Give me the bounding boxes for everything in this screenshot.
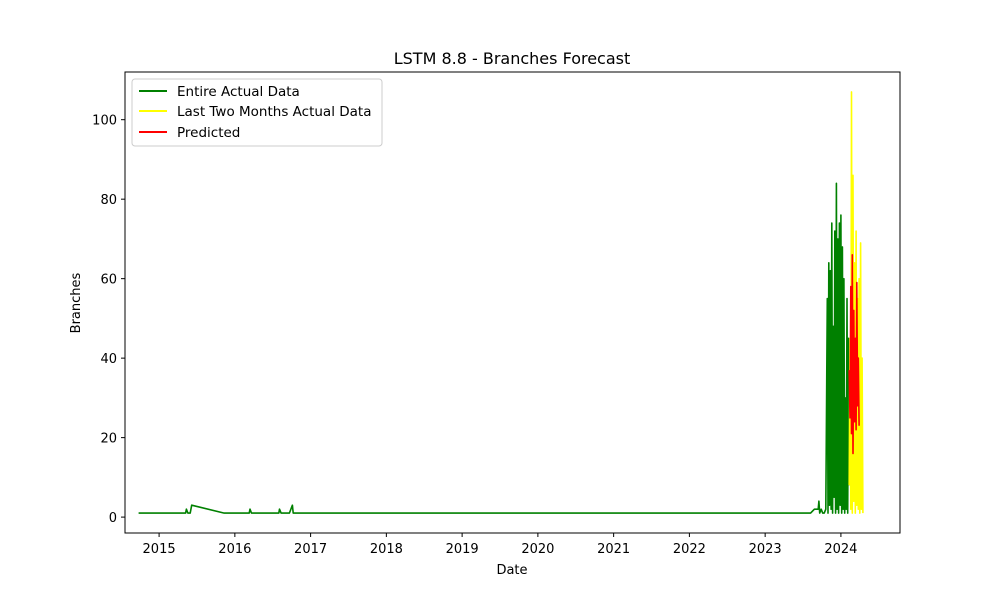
x-tick-label: 2021 xyxy=(597,542,630,557)
x-axis-ticks: 2015 2016 2017 2018 2019 2020 2021 2022 2023 2024 xyxy=(143,533,857,557)
legend-label-entire-actual: Entire Actual Data xyxy=(177,84,300,100)
x-axis-label: Date xyxy=(496,563,527,578)
x-tick-label: 2022 xyxy=(673,542,706,557)
x-tick-label: 2015 xyxy=(143,542,176,557)
legend-label-predicted: Predicted xyxy=(177,125,240,141)
x-tick-label: 2024 xyxy=(824,542,857,557)
series-line-last-two-months-actual-data xyxy=(848,91,864,514)
y-tick-label: 20 xyxy=(100,432,117,447)
y-tick-label: 40 xyxy=(100,352,117,367)
x-tick-label: 2017 xyxy=(294,542,327,557)
x-tick-label: 2018 xyxy=(370,542,403,557)
legend-box xyxy=(131,78,383,147)
x-tick-label: 2016 xyxy=(218,542,251,557)
y-tick-label: 80 xyxy=(100,193,117,208)
x-tick-label: 2019 xyxy=(446,542,479,557)
legend-label-last-two-months: Last Two Months Actual Data xyxy=(177,104,371,120)
series-line-entire-actual-data xyxy=(138,182,851,514)
y-axis-label: Branches xyxy=(69,272,84,333)
x-tick-label: 2023 xyxy=(749,542,782,557)
y-axis-ticks: 0 20 40 60 80 100 xyxy=(92,114,125,526)
series-group xyxy=(138,91,864,514)
y-tick-label: 100 xyxy=(92,114,117,129)
y-tick-label: 0 xyxy=(109,511,117,526)
y-tick-label: 60 xyxy=(100,273,117,288)
series-line-predicted xyxy=(848,254,860,455)
x-tick-label: 2020 xyxy=(521,542,554,557)
chart-title: LSTM 8.8 - Branches Forecast xyxy=(394,49,631,68)
plot-area-frame xyxy=(124,71,901,534)
legend: Entire Actual Data Last Two Months Actua… xyxy=(131,78,383,147)
